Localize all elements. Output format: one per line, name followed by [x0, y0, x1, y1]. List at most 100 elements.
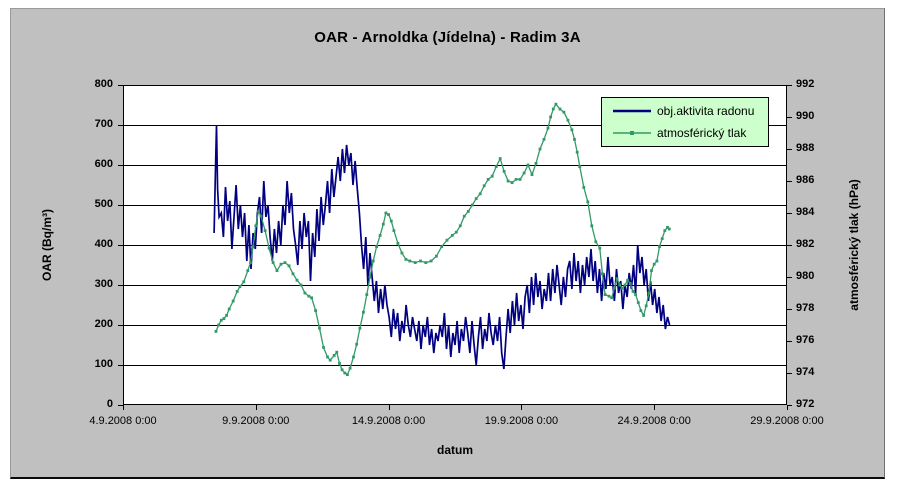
y-left-tick-label: 500: [94, 198, 113, 210]
pressure-marker: [326, 355, 329, 359]
y-left-axis-title: OAR (Bq/m³): [40, 209, 54, 281]
pressure-marker: [314, 309, 317, 312]
pressure-marker: [642, 314, 645, 317]
pressure-marker: [586, 200, 590, 204]
pressure-marker: [424, 261, 428, 264]
pressure-marker: [227, 307, 231, 311]
x-tick-label: 29.9.2008 0:00: [750, 415, 824, 427]
pressure-marker: [335, 350, 339, 354]
pressure-marker: [526, 163, 530, 167]
y-left-tick-label: 100: [94, 358, 113, 370]
pressure-marker: [639, 309, 643, 312]
pressure-marker: [263, 229, 267, 232]
pressure-marker: [578, 165, 582, 168]
chart-area: OAR - Arnoldka (Jídelna) - Radim 3A OAR …: [10, 8, 885, 479]
pressure-marker: [570, 128, 574, 132]
pressure-marker: [601, 272, 604, 276]
pressure-marker: [231, 299, 235, 303]
pressure-line-swatch-icon: [613, 131, 651, 135]
pressure-marker: [343, 371, 347, 375]
pressure-marker: [522, 171, 526, 175]
y-right-tick-label: 980: [796, 270, 815, 282]
y-right-tick-label: 992: [796, 78, 815, 90]
pressure-marker: [582, 186, 586, 189]
pressure-marker: [392, 229, 396, 232]
pressure-marker: [251, 245, 255, 248]
pressure-marker: [610, 296, 614, 300]
pressure-marker: [368, 275, 372, 279]
pressure-marker: [440, 245, 444, 248]
pressure-marker: [217, 323, 220, 327]
y-left-tick-label: 400: [94, 238, 113, 250]
pressure-marker: [573, 138, 576, 141]
pressure-marker: [400, 251, 404, 255]
pressure-marker: [603, 293, 607, 296]
pressure-marker: [222, 317, 226, 320]
pressure-marker: [348, 366, 352, 370]
pressure-marker: [618, 283, 622, 287]
pressure-marker: [387, 213, 390, 216]
pressure-marker: [466, 210, 470, 213]
pressure-marker: [667, 227, 671, 231]
pressure-marker: [514, 178, 518, 181]
y-right-tick-label: 988: [796, 142, 815, 154]
y-left-tick-label: 700: [94, 118, 113, 130]
pressure-marker: [562, 110, 566, 114]
y-right-tick-label: 972: [796, 398, 815, 410]
pressure-marker: [628, 282, 632, 285]
pressure-marker: [575, 150, 579, 154]
pressure-marker: [498, 157, 502, 160]
pressure-marker: [663, 229, 667, 232]
pressure-marker: [413, 261, 417, 264]
pressure-marker: [470, 203, 474, 207]
pressure-marker: [287, 264, 291, 268]
pressure-marker: [482, 184, 486, 188]
pressure-marker: [267, 246, 271, 250]
pressure-marker: [219, 318, 223, 322]
pressure-marker: [542, 138, 546, 141]
x-tick-label: 4.9.2008 0:00: [89, 415, 157, 427]
legend: obj.aktivita radonu atmosférický tlak: [601, 97, 769, 147]
pressure-marker: [644, 304, 648, 308]
y-left-tick-label: 600: [94, 158, 113, 170]
pressure-marker: [631, 290, 635, 293]
pressure-marker: [235, 290, 239, 293]
pressure-marker: [490, 174, 494, 178]
pressure-marker: [362, 310, 365, 314]
radon-line-swatch-icon: [613, 109, 651, 113]
pressure-marker: [355, 342, 359, 346]
pressure-marker: [404, 258, 408, 261]
pressure-marker: [538, 147, 542, 151]
pressure-marker: [310, 296, 313, 300]
pressure-marker: [590, 224, 594, 228]
pressure-marker: [486, 178, 490, 181]
x-tick-label: 24.9.2008 0:00: [617, 415, 691, 427]
y-left-tick-label: 0: [106, 398, 113, 410]
pressure-marker: [666, 226, 669, 229]
pressure-marker: [658, 245, 661, 248]
pressure-marker: [445, 238, 449, 242]
y-right-tick-label: 976: [796, 334, 815, 346]
pressure-marker: [332, 354, 336, 357]
pressure-marker: [458, 224, 462, 228]
pressure-marker: [506, 179, 510, 183]
pressure-marker: [338, 362, 341, 365]
pressure-marker: [318, 326, 321, 330]
pressure-marker: [594, 240, 598, 244]
pressure-marker: [340, 368, 344, 372]
pressure-marker: [279, 262, 283, 266]
pressure-marker: [494, 165, 498, 168]
pressure-marker: [636, 301, 640, 304]
y-right-tick-label: 986: [796, 174, 815, 186]
pressure-marker: [378, 234, 382, 237]
pressure-marker: [242, 280, 246, 284]
pressure-marker: [474, 197, 478, 200]
legend-item-radon: obj.aktivita radonu: [610, 101, 768, 121]
pressure-marker: [462, 214, 466, 218]
pressure-marker: [254, 224, 258, 228]
pressure-marker: [566, 118, 570, 122]
pressure-marker: [307, 294, 311, 298]
pressure-marker: [652, 262, 656, 266]
pressure-marker: [623, 283, 627, 287]
pressure-marker: [530, 173, 534, 176]
